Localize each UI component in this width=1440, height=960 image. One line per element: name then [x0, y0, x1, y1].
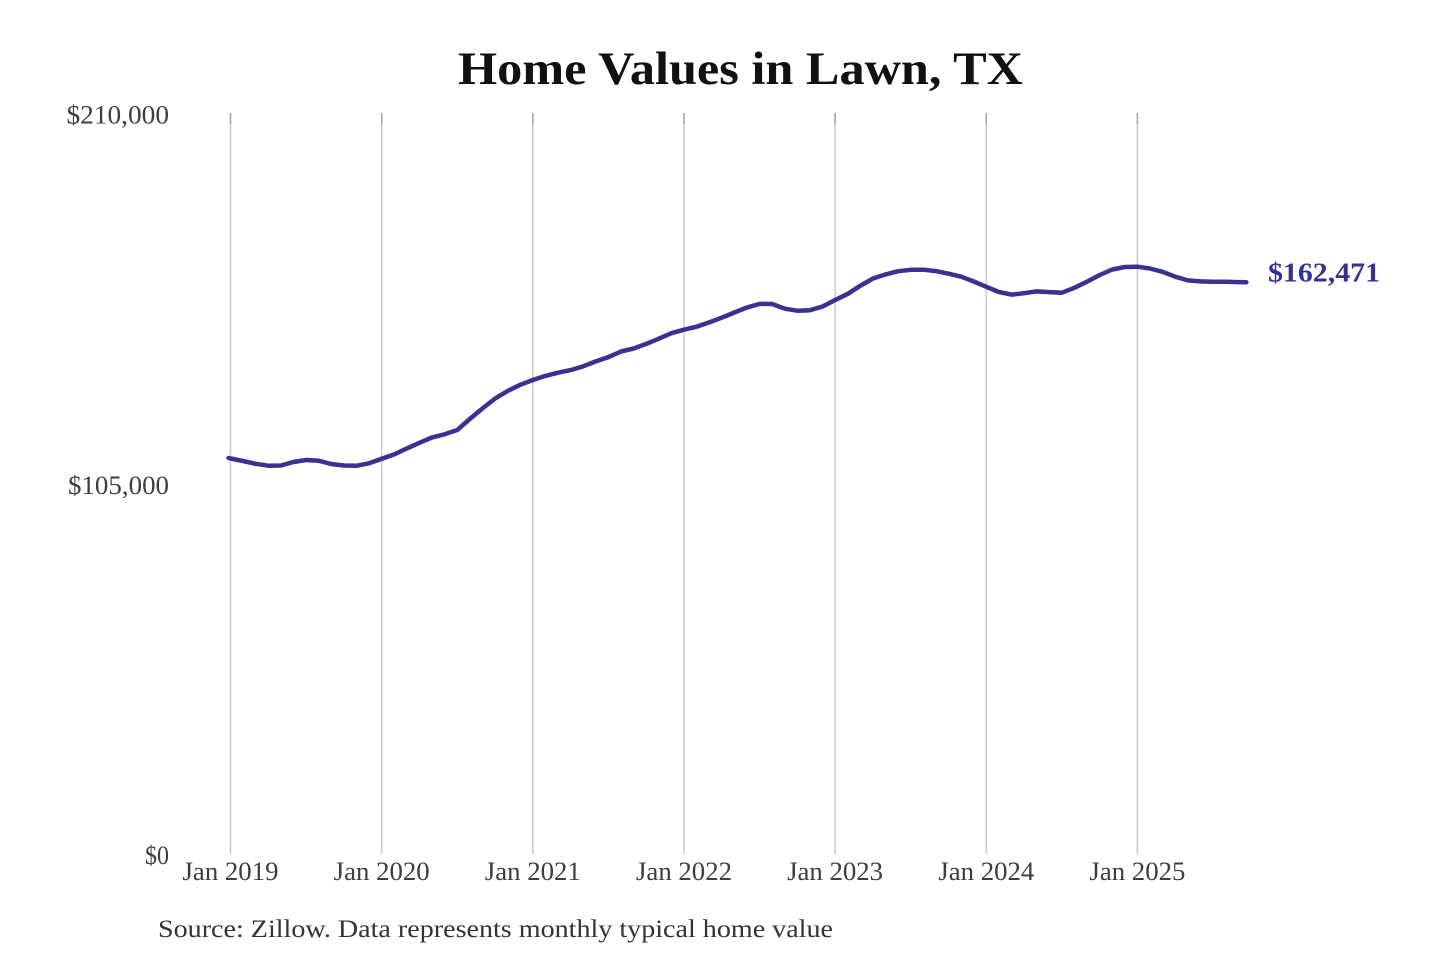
svg-text:Jan 2021: Jan 2021	[485, 857, 581, 886]
svg-text:$0: $0	[145, 841, 169, 870]
svg-text:Jan 2020: Jan 2020	[334, 857, 430, 886]
svg-text:$105,000: $105,000	[68, 471, 169, 500]
svg-text:$210,000: $210,000	[67, 101, 170, 130]
svg-text:Jan 2024: Jan 2024	[938, 857, 1034, 886]
svg-text:$162,471: $162,471	[1268, 258, 1380, 288]
svg-text:Jan 2019: Jan 2019	[183, 857, 279, 886]
svg-text:Jan 2023: Jan 2023	[787, 857, 883, 886]
svg-text:Jan 2025: Jan 2025	[1089, 857, 1185, 886]
svg-text:Home Values in Lawn, TX: Home Values in Lawn, TX	[458, 43, 1023, 95]
svg-text:Source: Zillow. Data represent: Source: Zillow. Data represents monthly …	[158, 916, 833, 943]
svg-text:Jan 2022: Jan 2022	[636, 857, 732, 886]
